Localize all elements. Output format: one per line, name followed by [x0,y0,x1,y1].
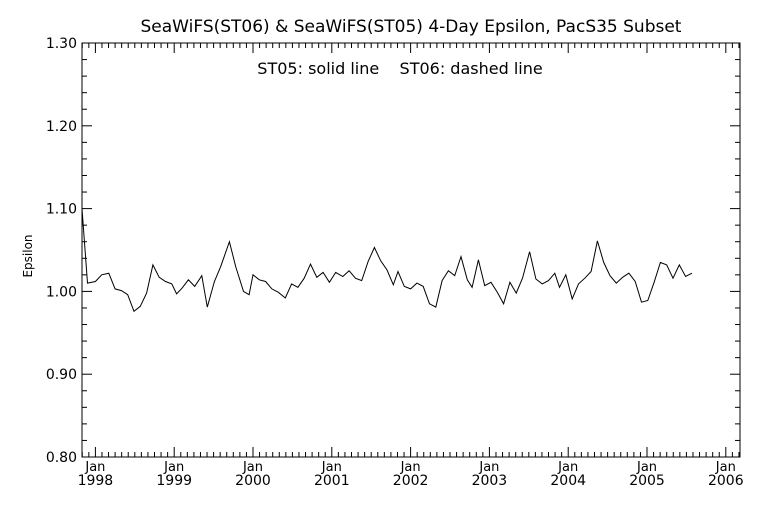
axis-ticks [81,42,740,458]
x-tick-label-year: 2000 [235,473,271,489]
y-tick-label: 1.20 [46,119,77,135]
y-axis-label: Epsilon [21,234,35,277]
x-tick-label-month: Jan [242,460,263,475]
x-tick-label-month: Jan [636,460,657,475]
x-tick-label-month: Jan [400,460,421,475]
plot-frame [81,42,741,458]
chart-title: SeaWiFS(ST06) & SeaWiFS(ST05) 4-Day Epsi… [141,17,682,37]
x-tick-label-year: 2005 [629,473,665,489]
y-tick-label: 1.00 [46,284,77,300]
x-tick-label-year: 1998 [78,473,114,489]
tick-labels: 0.800.901.001.101.201.30Jan1998Jan1999Ja… [46,36,744,489]
x-tick-label-year: 2001 [314,473,350,489]
x-tick-label-month: Jan [163,460,184,475]
x-tick-label-year: 2006 [708,473,744,489]
x-tick-label-year: 1999 [156,473,192,489]
series-line-st05 [81,208,693,313]
x-tick-label-month: Jan [715,460,736,475]
x-tick-label-month: Jan [321,460,342,475]
x-tick-label-month: Jan [84,460,105,475]
x-tick-label-year: 2002 [393,473,429,489]
x-tick-label-month: Jan [478,460,499,475]
y-tick-label: 1.30 [46,36,77,52]
series-layer [81,208,693,313]
y-tick-label: 1.10 [46,202,77,218]
y-tick-label: 0.80 [46,450,77,466]
x-tick-label-year: 2003 [472,473,508,489]
y-tick-label: 0.90 [46,367,77,383]
line-style-annotation: ST05: solid line ST06: dashed line [257,59,542,78]
x-tick-label-year: 2004 [550,473,586,489]
x-tick-label-month: Jan [557,460,578,475]
